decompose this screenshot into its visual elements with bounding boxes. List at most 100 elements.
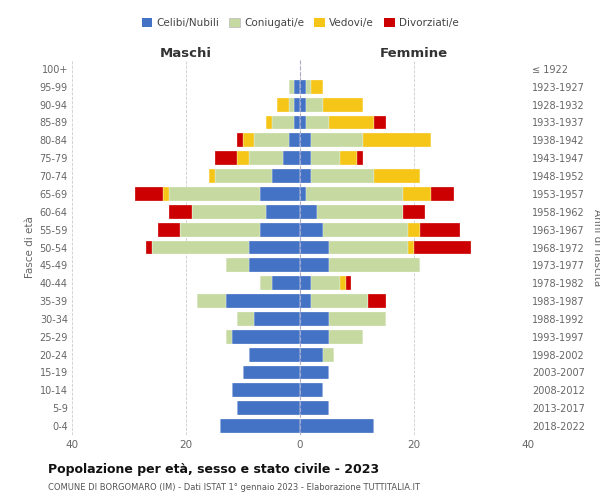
- Bar: [311, 80, 323, 94]
- Bar: [300, 348, 323, 362]
- Bar: [249, 348, 300, 362]
- Bar: [277, 98, 289, 112]
- Bar: [300, 366, 329, 380]
- Bar: [374, 169, 420, 183]
- Bar: [238, 401, 300, 415]
- Bar: [146, 240, 152, 254]
- Text: Maschi: Maschi: [160, 47, 212, 60]
- Bar: [226, 330, 232, 344]
- Bar: [414, 240, 471, 254]
- Bar: [323, 348, 334, 362]
- Bar: [306, 98, 323, 112]
- Bar: [215, 169, 271, 183]
- Bar: [243, 366, 300, 380]
- Bar: [169, 205, 192, 219]
- Bar: [311, 134, 362, 147]
- Bar: [300, 187, 306, 201]
- Bar: [306, 116, 329, 130]
- Bar: [260, 222, 300, 236]
- Bar: [238, 151, 249, 165]
- Bar: [346, 276, 352, 290]
- Bar: [300, 98, 306, 112]
- Bar: [317, 205, 403, 219]
- Bar: [300, 384, 323, 398]
- Bar: [295, 80, 300, 94]
- Text: Femmine: Femmine: [380, 47, 448, 60]
- Bar: [266, 116, 271, 130]
- Bar: [323, 222, 409, 236]
- Bar: [409, 240, 414, 254]
- Bar: [300, 276, 311, 290]
- Bar: [157, 222, 181, 236]
- Bar: [232, 330, 300, 344]
- Bar: [300, 258, 329, 272]
- Bar: [152, 240, 249, 254]
- Text: COMUNE DI BORGOMARO (IM) - Dati ISTAT 1° gennaio 2023 - Elaborazione TUTTITALIA.: COMUNE DI BORGOMARO (IM) - Dati ISTAT 1°…: [48, 483, 420, 492]
- Bar: [238, 312, 254, 326]
- Bar: [260, 187, 300, 201]
- Bar: [283, 151, 300, 165]
- Bar: [362, 134, 431, 147]
- Bar: [374, 116, 386, 130]
- Bar: [226, 294, 300, 308]
- Bar: [295, 116, 300, 130]
- Bar: [289, 80, 295, 94]
- Bar: [300, 419, 374, 433]
- Legend: Celibi/Nubili, Coniugati/e, Vedovi/e, Divorziati/e: Celibi/Nubili, Coniugati/e, Vedovi/e, Di…: [137, 14, 463, 32]
- Bar: [300, 240, 329, 254]
- Bar: [306, 80, 311, 94]
- Bar: [220, 419, 300, 433]
- Bar: [249, 151, 283, 165]
- Bar: [192, 205, 266, 219]
- Bar: [300, 294, 311, 308]
- Bar: [311, 276, 340, 290]
- Bar: [266, 205, 300, 219]
- Bar: [323, 98, 362, 112]
- Bar: [403, 187, 431, 201]
- Bar: [243, 134, 254, 147]
- Bar: [431, 187, 454, 201]
- Bar: [329, 240, 409, 254]
- Bar: [249, 240, 300, 254]
- Bar: [271, 116, 295, 130]
- Text: Popolazione per età, sesso e stato civile - 2023: Popolazione per età, sesso e stato civil…: [48, 462, 379, 475]
- Bar: [311, 151, 340, 165]
- Bar: [368, 294, 386, 308]
- Bar: [300, 151, 311, 165]
- Bar: [409, 222, 420, 236]
- Bar: [300, 134, 311, 147]
- Bar: [289, 98, 295, 112]
- Bar: [254, 312, 300, 326]
- Bar: [357, 151, 362, 165]
- Bar: [300, 401, 329, 415]
- Y-axis label: Anni di nascita: Anni di nascita: [592, 209, 600, 286]
- Bar: [134, 187, 163, 201]
- Bar: [169, 187, 260, 201]
- Bar: [300, 205, 317, 219]
- Bar: [306, 187, 403, 201]
- Bar: [420, 222, 460, 236]
- Bar: [329, 258, 420, 272]
- Bar: [163, 187, 169, 201]
- Bar: [181, 222, 260, 236]
- Y-axis label: Fasce di età: Fasce di età: [25, 216, 35, 278]
- Bar: [403, 205, 425, 219]
- Bar: [300, 330, 329, 344]
- Bar: [232, 384, 300, 398]
- Bar: [300, 169, 311, 183]
- Bar: [300, 312, 329, 326]
- Bar: [300, 222, 323, 236]
- Bar: [329, 116, 374, 130]
- Bar: [295, 98, 300, 112]
- Bar: [311, 294, 368, 308]
- Bar: [340, 276, 346, 290]
- Bar: [271, 276, 300, 290]
- Bar: [300, 80, 306, 94]
- Bar: [300, 116, 306, 130]
- Bar: [238, 134, 243, 147]
- Bar: [271, 169, 300, 183]
- Bar: [254, 134, 289, 147]
- Bar: [197, 294, 226, 308]
- Bar: [311, 169, 374, 183]
- Bar: [249, 258, 300, 272]
